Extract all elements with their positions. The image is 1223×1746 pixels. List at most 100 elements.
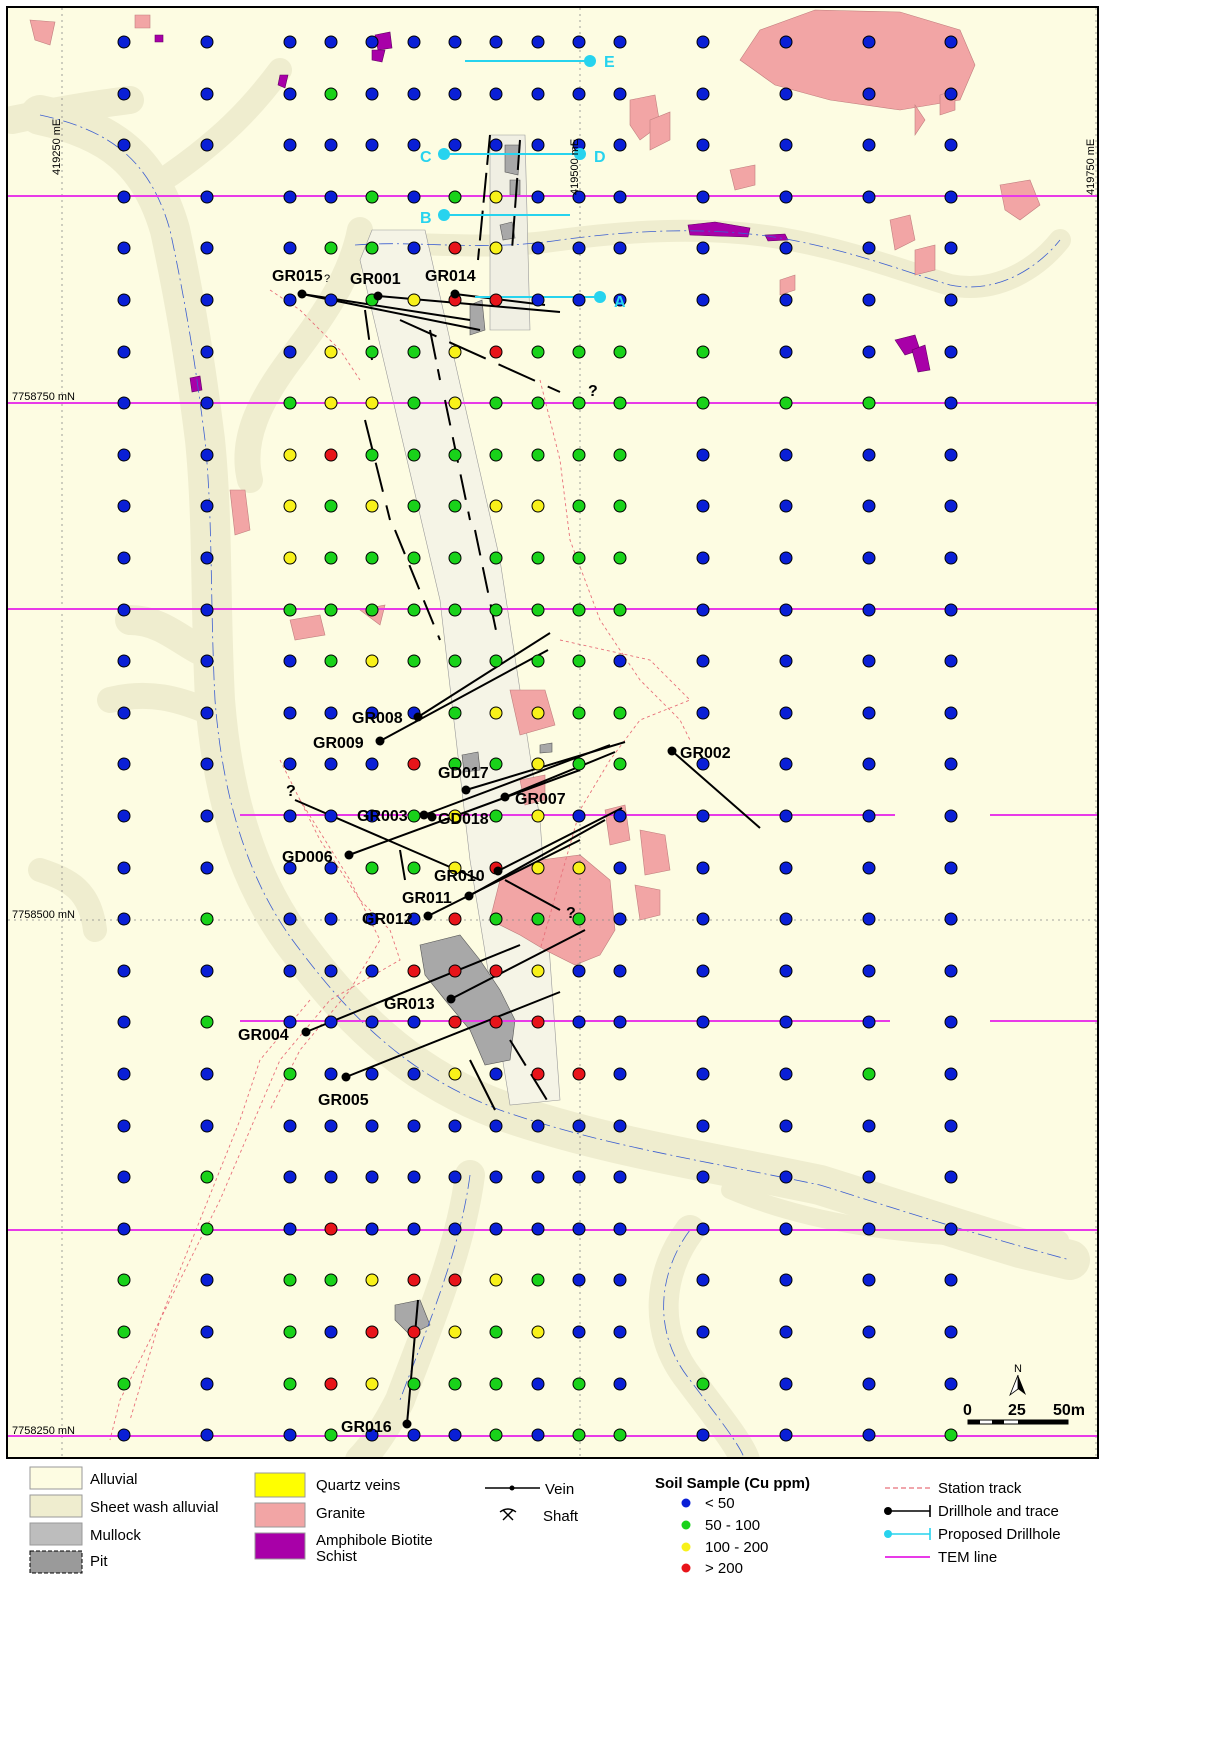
soil-sample-point xyxy=(324,964,338,978)
soil-sample-point xyxy=(613,654,627,668)
soil-sample-point xyxy=(117,757,131,771)
drillhole-collar[interactable] xyxy=(493,866,503,876)
soil-sample-point xyxy=(489,706,503,720)
soil-sample-point xyxy=(365,396,379,410)
soil-sample-point xyxy=(283,603,297,617)
proposed-drillhole-collar[interactable] xyxy=(594,291,606,303)
drillhole-collar[interactable] xyxy=(427,812,437,822)
soil-sample-point xyxy=(862,190,876,204)
soil-sample-point xyxy=(489,1170,503,1184)
soil-sample-point xyxy=(407,654,421,668)
drillhole-collar[interactable] xyxy=(446,994,456,1004)
soil-sample-point xyxy=(862,1273,876,1287)
north-arrow-icon: N xyxy=(1009,1363,1026,1397)
soil-sample-point xyxy=(283,1222,297,1236)
soil-sample-point xyxy=(324,809,338,823)
soil-sample-point xyxy=(572,1119,586,1133)
proposed-drillhole-collar[interactable] xyxy=(438,209,450,221)
soil-sample-point xyxy=(779,757,793,771)
drillhole-collar[interactable] xyxy=(450,289,460,299)
soil-sample-point xyxy=(407,1377,421,1391)
soil-sample-point xyxy=(944,861,958,875)
proposed-drillhole-label: E xyxy=(604,54,615,71)
soil-sample-point xyxy=(572,757,586,771)
soil-sample-point xyxy=(531,654,545,668)
scale-bar: 0 25 50m xyxy=(963,1402,1085,1425)
soil-sample-point xyxy=(489,1273,503,1287)
soil-sample-point xyxy=(489,757,503,771)
drillhole-collar[interactable] xyxy=(423,911,433,921)
soil-sample-point xyxy=(572,1325,586,1339)
soil-sample-point xyxy=(283,345,297,359)
drillhole-collar[interactable] xyxy=(375,736,385,746)
soil-sample-point xyxy=(200,1377,214,1391)
soil-sample-point xyxy=(117,912,131,926)
drillhole-collar[interactable] xyxy=(301,1027,311,1037)
shaft-icon xyxy=(499,1508,517,1521)
legend-label-gt200: > 200 xyxy=(705,1560,743,1577)
soil-sample-point xyxy=(117,1325,131,1339)
drillhole-collar[interactable] xyxy=(402,1419,412,1429)
drillhole-collar[interactable] xyxy=(297,289,307,299)
soil-sample-point xyxy=(862,1119,876,1133)
soil-sample-point xyxy=(489,809,503,823)
soil-sample-point xyxy=(862,35,876,49)
soil-sample-point xyxy=(613,448,627,462)
soil-sample-point xyxy=(862,1428,876,1442)
soil-sample-point xyxy=(696,1377,710,1391)
soil-sample-point xyxy=(117,603,131,617)
proposed-drillhole-collar[interactable] xyxy=(574,148,586,160)
drillhole-collar[interactable] xyxy=(413,712,423,722)
soil-sample-point xyxy=(531,241,545,255)
soil-sample-point xyxy=(407,551,421,565)
proposed-drillhole-collar[interactable] xyxy=(438,148,450,160)
drillhole-collar[interactable] xyxy=(464,891,474,901)
soil-sample-point xyxy=(489,345,503,359)
soil-sample-point xyxy=(365,1067,379,1081)
north-label: N xyxy=(1014,1363,1022,1375)
soil-sample-point xyxy=(283,293,297,307)
soil-sample-point xyxy=(407,1428,421,1442)
soil-sample-point xyxy=(613,964,627,978)
soil-sample-point xyxy=(365,706,379,720)
drillhole-collar[interactable] xyxy=(419,810,429,820)
proposed-drillhole-label: A xyxy=(614,294,626,311)
soil-sample-point xyxy=(407,912,421,926)
soil-sample-point xyxy=(200,345,214,359)
soil-sample-point xyxy=(448,603,462,617)
soil-sample-point xyxy=(696,1428,710,1442)
soil-sample-point xyxy=(779,345,793,359)
drillhole-collar[interactable] xyxy=(373,291,383,301)
soil-sample-point xyxy=(862,345,876,359)
soil-samples xyxy=(117,35,958,1442)
drillhole-collar[interactable] xyxy=(667,746,677,756)
soil-sample-point xyxy=(779,964,793,978)
soil-sample-point xyxy=(489,964,503,978)
soil-sample-point xyxy=(365,757,379,771)
soil-sample-point xyxy=(407,1170,421,1184)
soil-sample-point xyxy=(944,396,958,410)
soil-sample-point xyxy=(572,1067,586,1081)
soil-sample-point xyxy=(696,1222,710,1236)
drillhole-label: GR010 xyxy=(434,868,485,885)
scale-label-0: 0 xyxy=(963,1402,972,1419)
soil-sample-point xyxy=(572,1015,586,1029)
soil-sample-point xyxy=(200,654,214,668)
soil-sample-point xyxy=(407,603,421,617)
soil-sample-point xyxy=(200,87,214,101)
soil-sample-point xyxy=(407,1273,421,1287)
soil-sample-point xyxy=(407,87,421,101)
drillhole-collar[interactable] xyxy=(500,792,510,802)
soil-sample-point xyxy=(862,1222,876,1236)
proposed-drillhole-collar[interactable] xyxy=(584,55,596,67)
drillhole-collar[interactable] xyxy=(344,850,354,860)
soil-sample-point xyxy=(283,861,297,875)
drillhole-collar[interactable] xyxy=(461,785,471,795)
soil-sample-point xyxy=(779,448,793,462)
soil-sample-point xyxy=(944,809,958,823)
drillhole-collar[interactable] xyxy=(341,1072,351,1082)
soil-sample-point xyxy=(613,1170,627,1184)
soil-sample-point xyxy=(117,448,131,462)
soil-sample-point xyxy=(613,35,627,49)
soil-sample-point xyxy=(200,190,214,204)
